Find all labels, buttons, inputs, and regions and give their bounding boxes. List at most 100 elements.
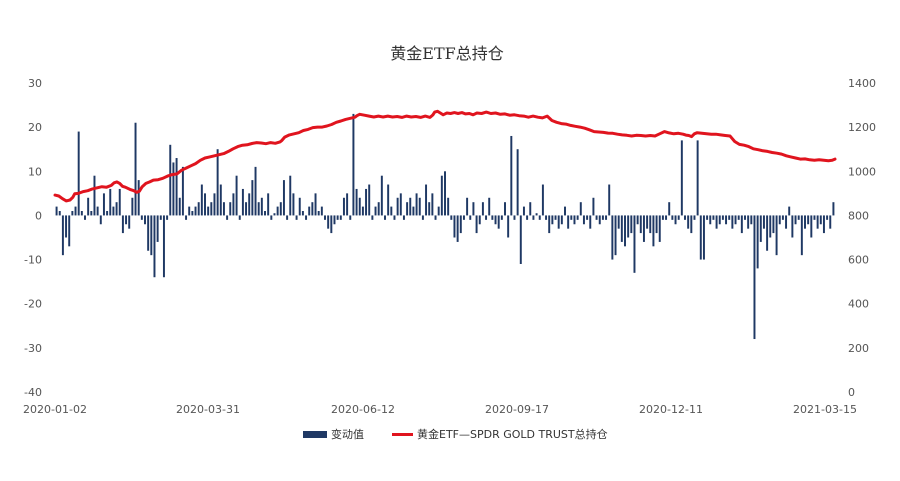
bar bbox=[665, 215, 668, 220]
bar bbox=[822, 215, 825, 234]
bar bbox=[829, 215, 832, 229]
bar bbox=[371, 215, 374, 220]
bar bbox=[573, 215, 576, 225]
legend-label-bar: 变动值 bbox=[331, 427, 364, 441]
bar bbox=[216, 149, 219, 216]
bar bbox=[712, 215, 715, 220]
bar bbox=[295, 215, 298, 220]
bar bbox=[197, 202, 200, 216]
bar bbox=[655, 215, 658, 234]
bar bbox=[551, 215, 554, 225]
bar bbox=[260, 197, 263, 216]
bar bbox=[734, 215, 737, 225]
bar bbox=[90, 211, 93, 216]
bar bbox=[702, 215, 705, 260]
bar bbox=[601, 215, 604, 220]
bar bbox=[150, 215, 153, 256]
bar bbox=[84, 215, 86, 220]
left-tick-label: 0 bbox=[35, 209, 42, 222]
bar bbox=[557, 215, 560, 229]
bar bbox=[652, 215, 655, 247]
bar bbox=[639, 215, 642, 234]
bar bbox=[630, 215, 633, 234]
bar bbox=[232, 193, 235, 216]
bar bbox=[775, 215, 778, 256]
bar bbox=[684, 215, 686, 220]
bar bbox=[671, 215, 674, 220]
x-axis-ticks: 2020-01-02 2020-03-31 2020-06-12 2020-09-17… bbox=[23, 403, 857, 416]
bar bbox=[788, 206, 791, 216]
bar bbox=[169, 144, 172, 216]
bar bbox=[418, 197, 421, 216]
bar bbox=[721, 215, 724, 220]
bar bbox=[614, 215, 617, 256]
bar bbox=[769, 215, 772, 238]
bar bbox=[725, 215, 728, 225]
bar bbox=[71, 211, 74, 216]
bar bbox=[393, 215, 396, 220]
bar bbox=[96, 206, 99, 216]
bar bbox=[320, 206, 323, 216]
bar bbox=[399, 193, 402, 216]
x-tick-label: 2020-12-11 bbox=[639, 403, 703, 416]
bar bbox=[207, 206, 210, 216]
bar bbox=[658, 215, 661, 242]
bar bbox=[586, 215, 589, 220]
bar bbox=[437, 206, 440, 216]
bar bbox=[475, 215, 478, 234]
bar bbox=[213, 193, 216, 216]
left-tick-label: 30 bbox=[28, 77, 42, 90]
bar bbox=[264, 211, 266, 216]
bar bbox=[459, 215, 462, 234]
bar bbox=[55, 206, 58, 216]
right-tick-label: 1000 bbox=[848, 165, 876, 178]
bar bbox=[598, 215, 601, 225]
bar bbox=[406, 202, 409, 216]
bar bbox=[87, 197, 90, 216]
bar bbox=[140, 215, 143, 220]
bar bbox=[797, 215, 800, 220]
bar bbox=[810, 215, 813, 238]
bar bbox=[384, 215, 386, 220]
bar bbox=[781, 215, 784, 220]
x-tick-label: 2020-01-02 bbox=[23, 403, 87, 416]
right-tick-label: 600 bbox=[848, 254, 869, 267]
left-axis-ticks: 30 20 10 0 -10 -20 -30 -40 bbox=[24, 77, 42, 399]
bar bbox=[276, 206, 279, 216]
bar bbox=[311, 202, 314, 216]
bar bbox=[402, 215, 405, 220]
bar bbox=[466, 197, 469, 216]
bar bbox=[327, 215, 330, 229]
left-tick-label: -10 bbox=[24, 254, 42, 267]
bar bbox=[305, 215, 308, 220]
bar bbox=[58, 211, 61, 216]
bar bbox=[500, 215, 503, 220]
left-tick-label: -30 bbox=[24, 342, 42, 355]
bar bbox=[286, 215, 289, 220]
bar bbox=[80, 211, 83, 216]
chart-title: 黄金ETF总持仓 bbox=[390, 44, 503, 63]
legend[interactable]: 变动值 黄金ETF—SPDR GOLD TRUST总持仓 bbox=[303, 427, 608, 441]
bar bbox=[99, 215, 102, 225]
bar bbox=[699, 215, 702, 260]
bar bbox=[513, 215, 516, 220]
bar bbox=[412, 206, 415, 216]
bar bbox=[627, 215, 630, 238]
bar bbox=[510, 135, 513, 216]
bar bbox=[560, 215, 563, 225]
bar bbox=[589, 215, 592, 229]
bar bbox=[576, 215, 579, 220]
bar bbox=[339, 215, 342, 220]
bar bbox=[314, 193, 317, 216]
bar bbox=[800, 215, 803, 256]
bar bbox=[481, 202, 484, 216]
bar bbox=[737, 215, 740, 220]
bar bbox=[545, 215, 548, 220]
bar bbox=[826, 215, 829, 220]
bar bbox=[718, 215, 721, 225]
bar bbox=[374, 206, 377, 216]
bar bbox=[251, 180, 254, 216]
right-tick-label: 1400 bbox=[848, 77, 876, 90]
bar bbox=[368, 184, 371, 216]
